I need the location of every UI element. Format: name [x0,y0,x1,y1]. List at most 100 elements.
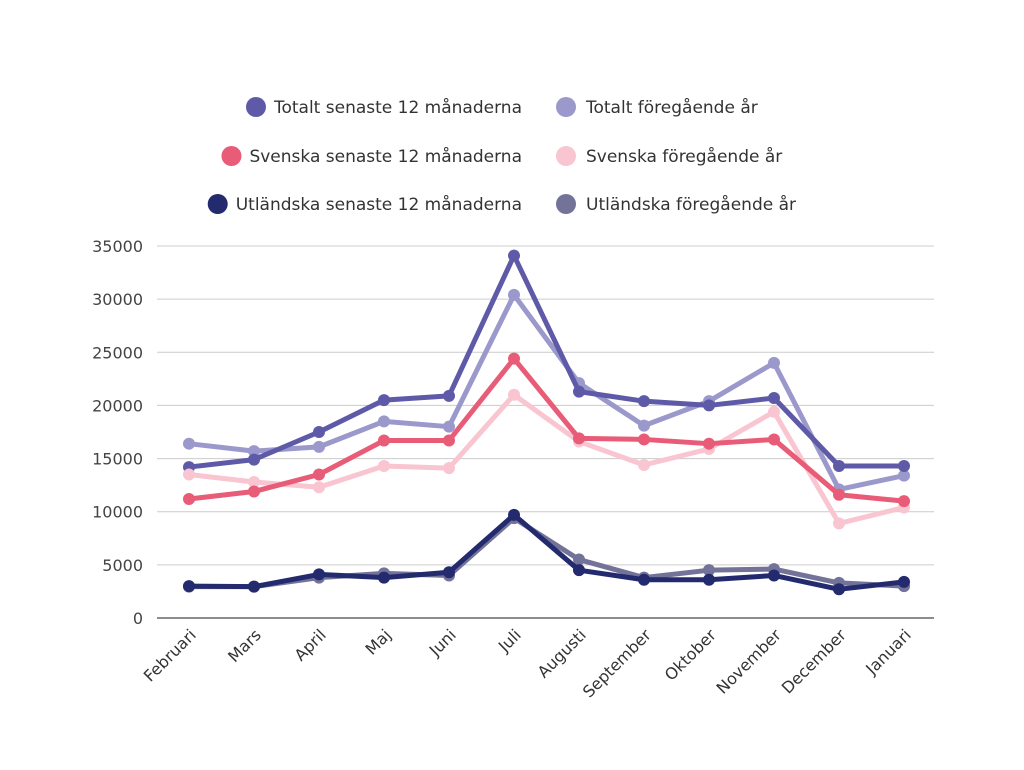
data-point [638,573,650,586]
data-point [313,481,325,494]
data-point [638,419,650,432]
data-point [833,460,845,473]
series-4 [183,508,910,596]
data-point [898,575,910,588]
legend-marker [556,97,576,117]
data-point [573,432,585,445]
x-tick-label: September [579,625,655,701]
y-tick-label: 10000 [92,503,143,522]
data-point [248,445,260,458]
data-point [248,580,260,593]
x-axis: Februari Mars April Maj Juni Juli AugustiSepte… [140,625,915,701]
data-point [768,405,780,418]
data-point [703,573,715,586]
series-1 [183,288,910,496]
data-point [573,385,585,398]
y-axis-ticks: 0 5000 10000 15000 20000 25000 30000 35000 [92,237,143,628]
data-point [768,433,780,446]
data-point [638,458,650,471]
series-line [186,356,907,504]
data-point [508,288,520,301]
series-0 [183,249,910,474]
x-tick-label: Januari [861,625,914,678]
data-point [183,580,195,593]
data-point [898,495,910,508]
data-point [573,553,585,566]
data-point [378,460,390,473]
y-tick-label: 5000 [102,556,143,575]
data-point [378,434,390,447]
data-point [898,460,910,473]
legend-item: Totalt senaste 12 månaderna [245,97,522,118]
data-point [248,485,260,498]
legend-label: Svenska föregående år [586,146,782,167]
legend-item: Totalt föregående år [556,97,758,118]
legend-marker [245,97,266,117]
y-tick-label: 35000 [92,237,143,256]
data-point [768,356,780,369]
data-point [833,583,845,596]
data-point [508,388,520,401]
data-point [703,437,715,450]
x-tick-label: Mars [224,625,265,666]
x-tick-label: Maj [362,625,395,658]
data-point [833,517,845,530]
data-point [638,433,650,446]
data-point [573,564,585,577]
y-tick-label: 25000 [92,343,143,362]
legend-label: Svenska senaste 12 månaderna [249,146,522,167]
x-tick-label: December [778,625,850,697]
data-point [703,564,715,577]
x-tick-label: Juni [425,625,460,660]
data-point [443,566,455,579]
legend-item: Svenska föregående år [556,146,782,167]
x-tick-label: April [291,625,330,664]
data-point [313,440,325,453]
x-tick-label: Februari [140,625,200,685]
y-tick-label: 30000 [92,290,143,309]
gridlines [157,245,934,619]
legend-item: Utländska föregående år [556,194,796,215]
legend-marker [556,146,576,166]
legend-label: Utländska föregående år [586,194,796,215]
data-point [248,453,260,466]
series-line [186,292,907,492]
legend-label: Totalt föregående år [585,97,758,118]
data-point [313,468,325,481]
data-point [638,395,650,408]
data-point [443,420,455,433]
x-tick-label: November [713,625,786,698]
series-line [186,515,907,590]
series-line [186,392,907,526]
y-tick-label: 20000 [92,396,143,415]
y-tick-label: 15000 [92,450,143,469]
legend-label: Totalt senaste 12 månaderna [273,97,522,118]
legend-label: Utländska senaste 12 månaderna [236,194,522,215]
series-line [186,253,907,470]
data-point [443,389,455,402]
data-point [313,568,325,581]
data-point [183,492,195,505]
data-point [768,391,780,404]
data-point [443,434,455,447]
data-point [183,468,195,481]
data-point [378,571,390,584]
legend-marker [221,146,242,166]
data-point [183,437,195,450]
legend-item: Utländska senaste 12 månaderna [207,194,522,215]
legend-marker [207,194,228,214]
series-lines [183,249,910,596]
legend-item: Svenska senaste 12 månaderna [221,146,522,167]
data-point [768,569,780,582]
data-point [313,426,325,438]
x-tick-label: Juli [494,625,525,656]
data-point [378,415,390,428]
legend: Totalt senaste 12 månaderna Totalt föregå… [207,97,796,215]
data-point [443,462,455,475]
data-point [508,508,520,521]
x-tick-label: Augusti [534,625,590,681]
x-tick-label: Oktober [661,625,720,684]
y-tick-label: 0 [133,609,143,628]
data-point [703,399,715,412]
